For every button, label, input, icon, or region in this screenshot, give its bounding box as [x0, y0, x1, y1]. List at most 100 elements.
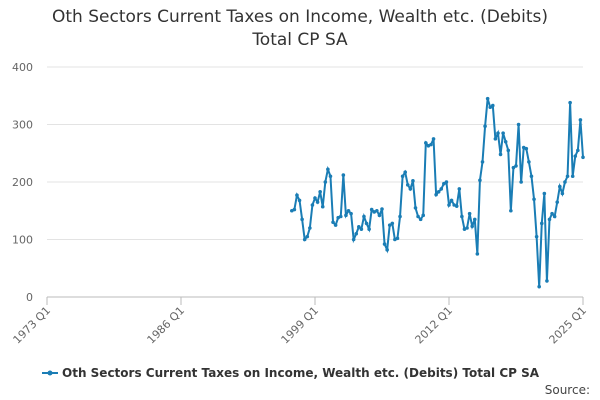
point	[493, 137, 498, 141]
point	[341, 173, 346, 177]
point	[387, 223, 392, 227]
point	[478, 178, 482, 183]
y-tick-label: 0	[26, 291, 33, 304]
point	[346, 208, 351, 213]
point	[470, 224, 474, 229]
point	[295, 193, 299, 198]
point	[498, 152, 503, 157]
point	[465, 226, 469, 230]
point	[537, 284, 541, 289]
legend-marker	[47, 370, 53, 376]
point	[449, 198, 454, 203]
point	[558, 184, 562, 189]
point	[506, 148, 511, 153]
point	[568, 100, 572, 105]
point	[344, 213, 348, 218]
point	[434, 192, 438, 197]
point	[359, 227, 364, 231]
point	[516, 122, 521, 127]
point	[331, 220, 335, 225]
x-tick-label: 2025 Q1	[547, 304, 590, 347]
point	[527, 160, 531, 164]
point	[413, 206, 418, 210]
point	[390, 221, 395, 226]
point	[364, 221, 369, 226]
point	[496, 131, 500, 135]
point	[349, 211, 353, 216]
x-tick-label: 1973 Q1	[11, 304, 54, 347]
point	[439, 187, 444, 191]
point	[421, 213, 426, 218]
point	[460, 214, 464, 219]
point	[573, 154, 578, 158]
point	[377, 213, 382, 218]
point	[519, 180, 523, 184]
point	[382, 242, 387, 246]
point	[328, 174, 333, 179]
point	[302, 237, 307, 242]
point	[514, 164, 518, 168]
point	[503, 139, 508, 144]
point	[338, 214, 343, 219]
point	[578, 118, 583, 122]
point	[405, 183, 410, 187]
point	[560, 191, 565, 196]
point	[315, 200, 320, 204]
point	[318, 189, 322, 194]
point	[547, 217, 552, 222]
point	[375, 208, 379, 213]
x-tick-label: 1999 Q1	[279, 304, 322, 347]
point	[362, 214, 366, 219]
y-tick-label: 100	[12, 234, 33, 247]
y-tick-label: 300	[12, 119, 33, 132]
chart-title: Oth Sectors Current Taxes on Income, Wea…	[52, 7, 548, 50]
point	[447, 203, 451, 207]
point	[436, 189, 441, 194]
x-tick-label: 1986 Q1	[145, 304, 188, 347]
point	[491, 103, 495, 108]
point	[555, 200, 560, 204]
point	[552, 214, 557, 219]
point	[411, 179, 415, 183]
point	[300, 217, 304, 222]
point	[550, 211, 554, 216]
point	[444, 180, 449, 184]
y-tick-label: 200	[12, 176, 33, 189]
point	[395, 236, 400, 241]
y-tick-label: 400	[12, 61, 33, 74]
point	[385, 248, 389, 252]
point	[333, 223, 338, 227]
point	[297, 198, 302, 203]
point	[429, 142, 433, 147]
point	[570, 174, 575, 179]
x-tick-label: 2012 Q1	[413, 304, 456, 347]
point	[511, 165, 516, 170]
point	[483, 124, 487, 129]
point	[326, 167, 330, 172]
point	[563, 180, 567, 184]
point	[534, 234, 539, 239]
point	[524, 146, 529, 151]
point	[529, 174, 534, 179]
point	[475, 252, 480, 256]
point	[323, 180, 328, 184]
point	[485, 96, 490, 101]
point	[581, 155, 585, 160]
point	[416, 214, 420, 219]
point	[576, 148, 580, 153]
point	[398, 214, 402, 219]
point	[320, 204, 325, 209]
point	[542, 191, 547, 196]
point	[424, 141, 428, 145]
point	[367, 227, 371, 231]
point	[480, 160, 485, 164]
point	[532, 197, 536, 202]
point	[369, 207, 374, 212]
point	[354, 231, 359, 236]
point	[292, 207, 297, 212]
point	[488, 105, 493, 110]
point	[501, 131, 505, 135]
point	[308, 226, 312, 230]
